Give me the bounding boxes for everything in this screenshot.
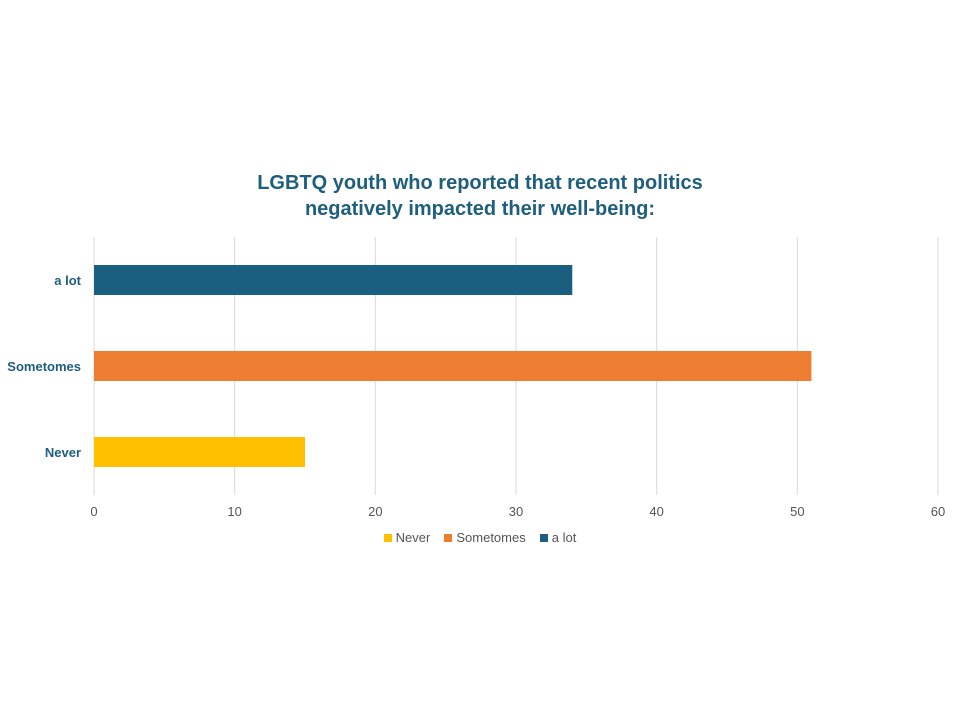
x-tick-label-10: 10: [227, 504, 241, 519]
x-tick-label-60: 60: [931, 504, 945, 519]
category-labels: Never Sometomes a lot: [7, 273, 81, 460]
bar-never: [94, 437, 305, 467]
legend-item-a-lot: a lot: [539, 530, 577, 545]
chart-title-line-2: negatively impacted their well-being:: [304, 198, 656, 220]
x-tick-label-30: 30: [509, 504, 523, 519]
bar-a-lot: [94, 265, 573, 295]
legend-item-never: Never: [383, 530, 431, 545]
category-label-a-lot: a lot: [54, 273, 81, 288]
x-tick-label-40: 40: [649, 504, 663, 519]
x-tick-label-0: 0: [90, 504, 97, 519]
legend-label-sometomes: Sometomes: [456, 530, 526, 545]
chart-title: LGBTQ youth who reported that recent pol…: [0, 170, 960, 222]
x-tick-label-20: 20: [368, 504, 382, 519]
x-tick-label-50: 50: [790, 504, 804, 519]
bars: [94, 265, 812, 467]
category-label-never: Never: [45, 445, 81, 460]
legend-swatch-never: [383, 533, 392, 542]
x-axis-tick-labels: 0 10 20 30 40 50 60: [90, 504, 945, 519]
chart-title-line-1: LGBTQ youth who reported that recent pol…: [257, 172, 703, 194]
legend-label-a-lot: a lot: [551, 530, 577, 545]
legend-label-never: Never: [395, 530, 431, 545]
legend-swatch-a-lot: [539, 533, 548, 542]
legend-item-sometomes: Sometomes: [444, 530, 526, 545]
bar-sometomes: [94, 351, 812, 381]
legend-swatch-sometomes: [444, 533, 453, 542]
category-label-sometomes: Sometomes: [7, 359, 81, 374]
legend: Never Sometomes a lot: [0, 530, 960, 545]
